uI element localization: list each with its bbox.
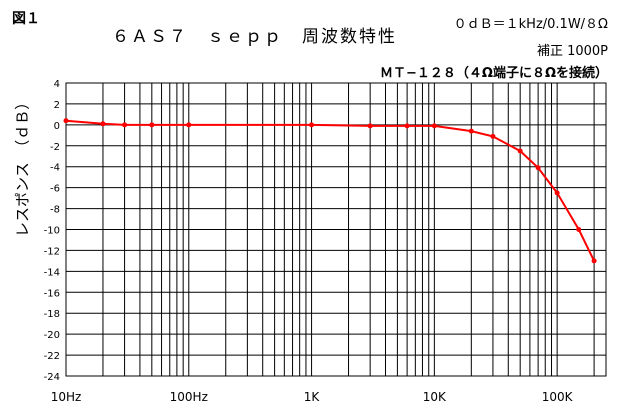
series-line — [65, 119, 595, 262]
y-tick-label: -12 — [44, 246, 60, 257]
data-point — [149, 122, 155, 128]
y-tick-label: 2 — [54, 100, 60, 111]
series-group — [63, 118, 597, 264]
transformer-note: ＭＴ−１２８（４Ω端子に８Ωを接続） — [380, 66, 608, 81]
y-tick-label: -8 — [50, 205, 60, 216]
data-point — [468, 128, 474, 134]
compensation-note: 補正 1000P — [536, 44, 608, 59]
x-tick-label: 1K — [304, 390, 321, 404]
y-tick-label: -24 — [44, 372, 60, 383]
y-tick-label: -18 — [44, 309, 60, 320]
y-tick-label: -6 — [50, 184, 60, 195]
y-tick-label: -14 — [44, 267, 60, 278]
data-point — [517, 148, 523, 154]
data-point — [535, 165, 541, 171]
y-tick-labels: 4 2 0 -2 -4 -6 -8 -10 -12 -14 -16 -18 -20 -22 -24 — [44, 79, 60, 383]
plot-grid — [65, 82, 606, 377]
data-point — [591, 258, 597, 264]
x-tick-labels: 10Hz 100Hz 1K 10K 100K — [51, 390, 574, 404]
data-point — [554, 190, 560, 196]
data-point — [63, 118, 69, 124]
y-tick-label: -16 — [44, 288, 60, 299]
y-tick-label: -20 — [44, 330, 60, 341]
y-tick-label: -22 — [44, 351, 60, 362]
x-tick-label: 10Hz — [51, 390, 82, 404]
data-point — [404, 123, 410, 129]
chart-title: ６ＡＳ７ ｓｅｐｐ 周波数特性 — [112, 27, 397, 47]
y-tick-label: -2 — [50, 142, 60, 153]
figure-label: 図１ — [12, 11, 40, 27]
y-tick-label: -10 — [44, 226, 60, 237]
data-point — [431, 123, 437, 129]
data-point — [576, 227, 582, 232]
data-point — [490, 133, 496, 139]
plot-frame — [65, 82, 607, 377]
data-point — [100, 121, 106, 127]
x-tick-label: 10K — [423, 390, 447, 404]
x-tick-label: 100K — [542, 390, 574, 404]
data-point — [122, 122, 128, 128]
data-point — [186, 122, 192, 128]
y-tick-label: -4 — [50, 163, 60, 174]
reference-note: ０ｄＢ＝１kHz/0.1W/８Ω — [453, 17, 608, 32]
y-tick-label: 4 — [54, 79, 60, 90]
data-point — [367, 123, 373, 129]
data-point — [309, 122, 315, 128]
y-tick-label: 0 — [54, 121, 60, 132]
x-tick-label: 100Hz — [170, 390, 208, 404]
